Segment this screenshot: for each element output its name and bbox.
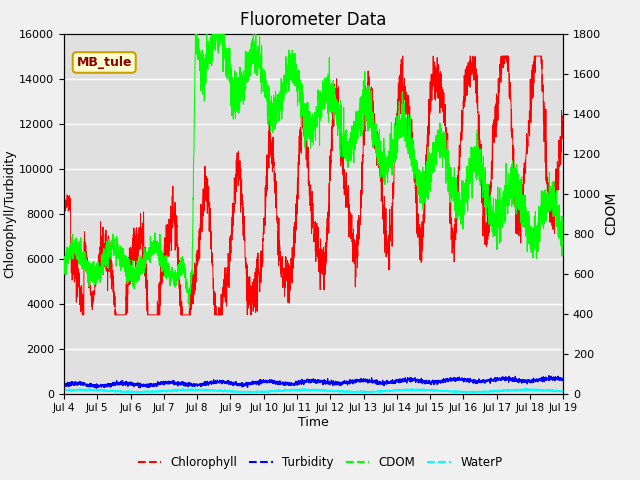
- Legend: Chlorophyll, Turbidity, CDOM, WaterP: Chlorophyll, Turbidity, CDOM, WaterP: [133, 452, 507, 474]
- X-axis label: Time: Time: [298, 416, 329, 429]
- Text: MB_tule: MB_tule: [77, 56, 132, 69]
- Title: Fluorometer Data: Fluorometer Data: [241, 11, 387, 29]
- Y-axis label: CDOM: CDOM: [604, 192, 618, 235]
- Y-axis label: Chlorophyll/Turbidity: Chlorophyll/Turbidity: [3, 149, 17, 278]
